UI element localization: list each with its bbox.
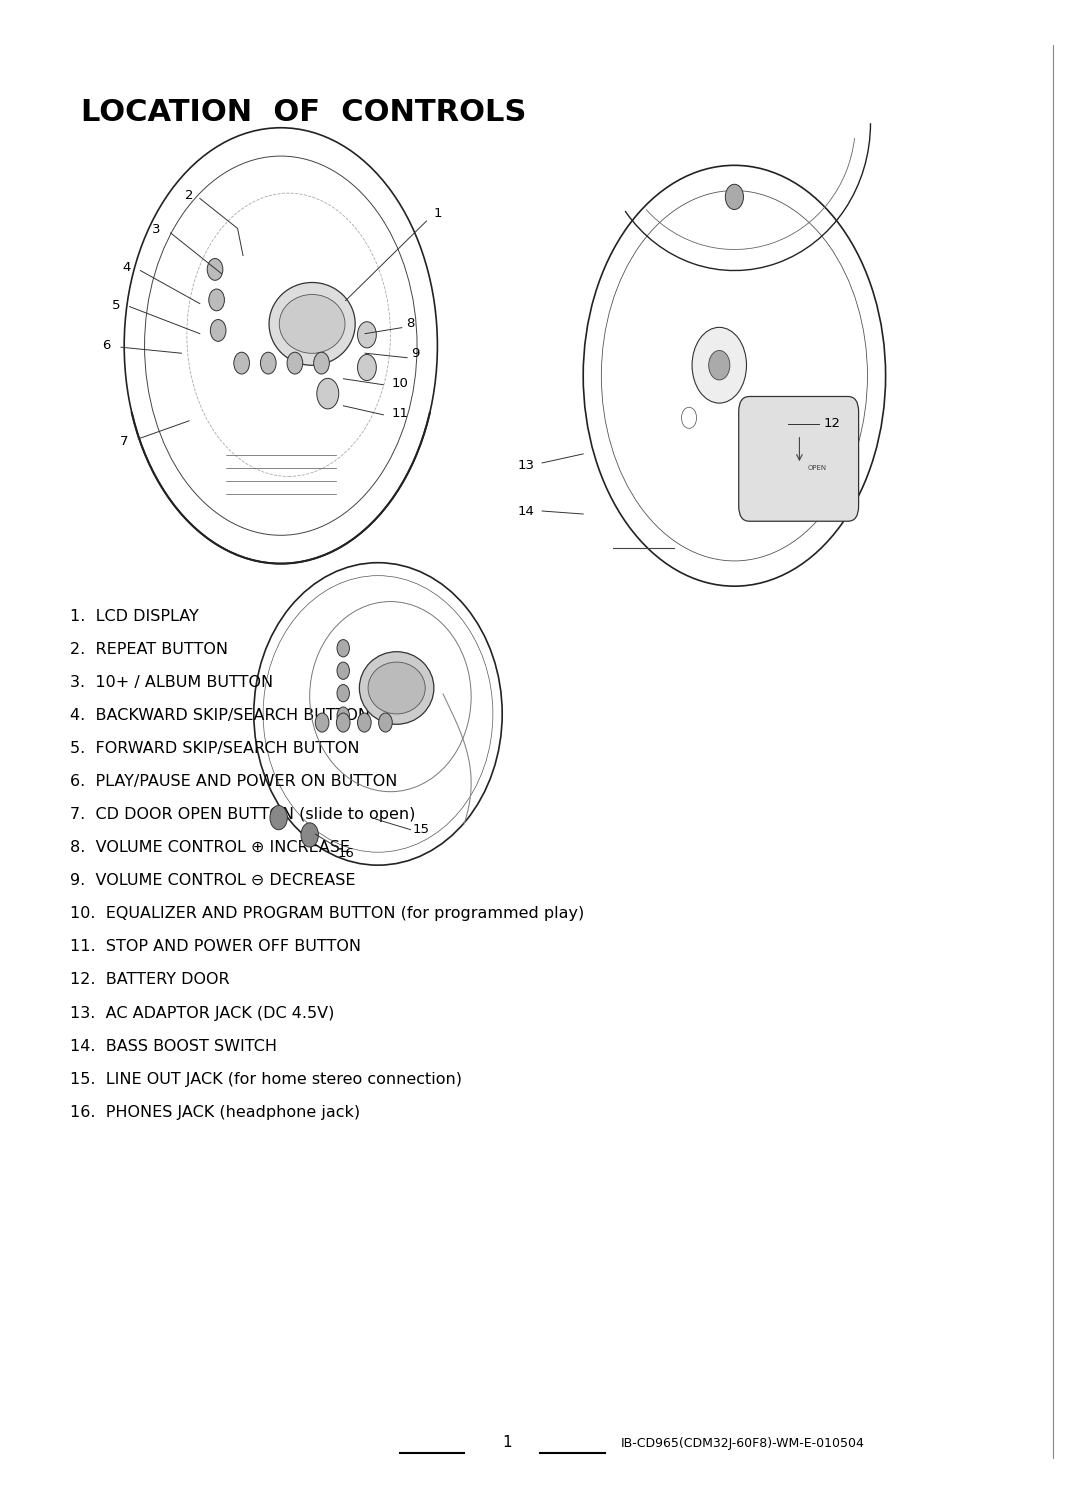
Text: 10: 10 [391,377,408,389]
Text: 11.  STOP AND POWER OFF BUTTON: 11. STOP AND POWER OFF BUTTON [70,939,361,954]
Text: 7.  CD DOOR OPEN BUTTON (slide to open): 7. CD DOOR OPEN BUTTON (slide to open) [70,807,416,822]
Text: 4: 4 [122,262,131,274]
Text: 1.  LCD DISPLAY: 1. LCD DISPLAY [70,609,199,624]
Ellipse shape [280,295,345,353]
Text: 2.  REPEAT BUTTON: 2. REPEAT BUTTON [70,642,228,657]
Circle shape [313,352,329,374]
Circle shape [337,706,350,724]
FancyBboxPatch shape [739,397,859,522]
Text: 10.  EQUALIZER AND PROGRAM BUTTON (for programmed play): 10. EQUALIZER AND PROGRAM BUTTON (for pr… [70,906,584,921]
Ellipse shape [360,652,434,724]
Circle shape [316,379,339,409]
Text: 5.  FORWARD SKIP/SEARCH BUTTON: 5. FORWARD SKIP/SEARCH BUTTON [70,741,360,756]
Text: 1: 1 [503,1435,512,1450]
Circle shape [233,352,249,374]
Text: 14: 14 [517,505,535,517]
Text: 12: 12 [823,418,840,430]
Text: 8.  VOLUME CONTROL ⊕ INCREASE: 8. VOLUME CONTROL ⊕ INCREASE [70,840,350,855]
Circle shape [337,663,350,679]
Text: 6: 6 [102,340,110,352]
Text: 9: 9 [411,347,420,359]
Circle shape [211,320,226,341]
Text: 1: 1 [433,207,442,219]
Circle shape [337,640,350,657]
Circle shape [287,352,302,374]
Text: 12.  BATTERY DOOR: 12. BATTERY DOOR [70,972,230,987]
Circle shape [301,822,319,848]
Circle shape [337,684,350,702]
Ellipse shape [269,283,355,365]
Circle shape [692,328,746,403]
Text: 2: 2 [185,189,193,201]
Circle shape [726,185,743,209]
Circle shape [708,350,730,380]
Circle shape [208,289,225,311]
Ellipse shape [368,661,426,714]
Text: LOCATION  OF  CONTROLS: LOCATION OF CONTROLS [81,98,526,126]
Circle shape [357,712,372,732]
Text: 4.  BACKWARD SKIP/SEARCH BUTTON: 4. BACKWARD SKIP/SEARCH BUTTON [70,708,370,723]
Circle shape [260,352,276,374]
Text: 9.  VOLUME CONTROL ⊖ DECREASE: 9. VOLUME CONTROL ⊖ DECREASE [70,873,355,888]
Circle shape [270,806,287,830]
Circle shape [315,712,329,732]
Text: 15: 15 [413,824,430,836]
Text: 16.  PHONES JACK (headphone jack): 16. PHONES JACK (headphone jack) [70,1105,361,1120]
Text: 16: 16 [337,848,354,860]
Text: 3: 3 [152,224,161,236]
Text: 15.  LINE OUT JACK (for home stereo connection): 15. LINE OUT JACK (for home stereo conne… [70,1072,462,1087]
Circle shape [336,712,350,732]
Text: 8: 8 [406,317,415,329]
Text: 3.  10+ / ALBUM BUTTON: 3. 10+ / ALBUM BUTTON [70,675,273,690]
Circle shape [207,259,222,281]
Text: 14.  BASS BOOST SWITCH: 14. BASS BOOST SWITCH [70,1039,278,1054]
Circle shape [379,712,392,732]
Circle shape [357,355,376,380]
Circle shape [357,322,376,347]
Text: 5: 5 [112,299,121,311]
Text: 6.  PLAY/PAUSE AND POWER ON BUTTON: 6. PLAY/PAUSE AND POWER ON BUTTON [70,774,397,789]
Text: 7: 7 [120,436,129,448]
Text: 13: 13 [517,460,535,472]
Text: 13.  AC ADAPTOR JACK (DC 4.5V): 13. AC ADAPTOR JACK (DC 4.5V) [70,1006,335,1021]
Text: 11: 11 [391,407,408,419]
Text: OPEN: OPEN [808,466,827,472]
Text: IB-CD965(CDM32J-60F8)-WM-E-010504: IB-CD965(CDM32J-60F8)-WM-E-010504 [621,1437,865,1450]
